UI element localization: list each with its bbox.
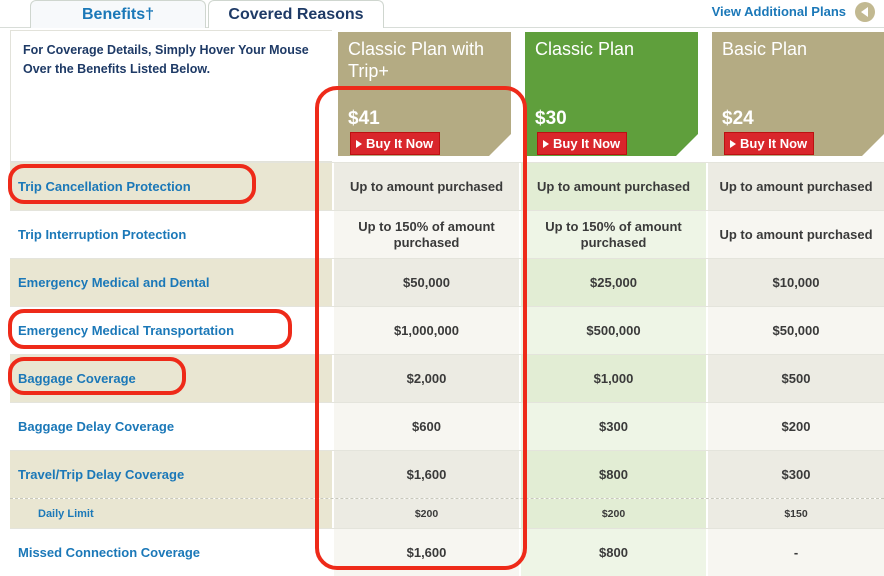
benefit-value: $2,000 [332, 355, 519, 402]
benefit-value: $300 [519, 403, 706, 450]
table-row: Missed Connection Coverage $1,600 $800 - [10, 528, 884, 576]
table-row: Emergency Medical and Dental $50,000 $25… [10, 258, 884, 306]
benefit-link[interactable]: Travel/Trip Delay Coverage [10, 451, 332, 498]
benefit-link[interactable]: Trip Cancellation Protection [10, 163, 332, 210]
corner-fold [676, 134, 698, 156]
plan-price: $30 [535, 108, 567, 129]
table-row: Baggage Coverage $2,000 $1,000 $500 [10, 354, 884, 402]
benefit-value: Up to amount purchased [706, 163, 884, 210]
table-row: Travel/Trip Delay Coverage $1,600 $800 $… [10, 450, 884, 498]
corner-fold [489, 134, 511, 156]
table-row: Trip Cancellation Protection Up to amoun… [10, 162, 884, 210]
benefit-value: - [706, 529, 884, 576]
benefit-value: Up to 150% of amount purchased [332, 211, 519, 258]
buy-it-now-button[interactable]: Buy It Now [537, 132, 628, 155]
benefit-link[interactable]: Trip Interruption Protection [10, 211, 332, 258]
buy-it-now-button[interactable]: Buy It Now [724, 132, 815, 155]
plan-name: Classic Plan [535, 39, 635, 59]
plan-name: Classic Plan with Trip+ [348, 39, 485, 81]
benefit-link[interactable]: Baggage Delay Coverage [10, 403, 332, 450]
benefit-value: $600 [332, 403, 519, 450]
tab-benefits[interactable]: Benefits† [30, 0, 206, 28]
table-row: Baggage Delay Coverage $600 $300 $200 [10, 402, 884, 450]
benefit-value: $300 [706, 451, 884, 498]
plan-header-basic: Basic Plan $24 Buy It Now [712, 32, 884, 156]
table-row: Trip Interruption Protection Up to 150% … [10, 210, 884, 258]
buy-label: Buy It Now [366, 136, 434, 151]
benefit-value: $800 [519, 529, 706, 576]
benefit-value: $1,600 [332, 451, 519, 498]
benefit-value: Up to 150% of amount purchased [519, 211, 706, 258]
benefit-value: $1,000,000 [332, 307, 519, 354]
benefit-value: Up to amount purchased [519, 163, 706, 210]
play-arrow-icon [543, 139, 549, 148]
corner-fold [862, 134, 884, 156]
benefit-value: Up to amount purchased [332, 163, 519, 210]
buy-label: Buy It Now [553, 136, 621, 151]
benefit-link[interactable]: Emergency Medical Transportation [10, 307, 332, 354]
benefit-value: $500 [706, 355, 884, 402]
benefit-value: $150 [706, 499, 884, 528]
table-row: Emergency Medical Transportation $1,000,… [10, 306, 884, 354]
benefit-value: $1,600 [332, 529, 519, 576]
benefit-value: $200 [519, 499, 706, 528]
benefit-value: $25,000 [519, 259, 706, 306]
table-row-sub: Daily Limit $200 $200 $150 [10, 498, 884, 528]
benefit-value: $50,000 [706, 307, 884, 354]
benefit-value: $50,000 [332, 259, 519, 306]
plan-header-classic-trip-plus: Classic Plan with Trip+ $41 Buy It Now [338, 32, 511, 156]
benefit-value: $200 [332, 499, 519, 528]
benefits-table: Trip Cancellation Protection Up to amoun… [10, 162, 884, 576]
play-arrow-icon [356, 139, 362, 148]
tab-covered-reasons[interactable]: Covered Reasons [208, 0, 384, 28]
plan-header-classic: Classic Plan $30 Buy It Now [525, 32, 698, 156]
plan-price: $24 [722, 108, 754, 129]
benefit-value: $500,000 [519, 307, 706, 354]
play-arrow-icon [730, 139, 736, 148]
benefit-value: $800 [519, 451, 706, 498]
benefit-link[interactable]: Missed Connection Coverage [10, 529, 332, 576]
benefit-link[interactable]: Baggage Coverage [10, 355, 332, 402]
plan-price: $41 [348, 108, 380, 129]
benefit-value: $10,000 [706, 259, 884, 306]
tab-strip-line [0, 27, 884, 28]
benefit-value: $200 [706, 403, 884, 450]
benefit-link[interactable]: Emergency Medical and Dental [10, 259, 332, 306]
coverage-intro: For Coverage Details, Simply Hover Your … [10, 30, 332, 162]
benefit-value: Up to amount purchased [706, 211, 884, 258]
view-additional-plans-link[interactable]: View Additional Plans [711, 4, 846, 19]
buy-label: Buy It Now [740, 136, 808, 151]
benefit-value: $1,000 [519, 355, 706, 402]
intro-text: For Coverage Details, Simply Hover Your … [23, 43, 309, 76]
buy-it-now-button[interactable]: Buy It Now [350, 132, 441, 155]
benefit-sub-label: Daily Limit [10, 499, 332, 528]
back-arrow-icon[interactable] [855, 2, 875, 22]
plan-name: Basic Plan [722, 39, 808, 59]
